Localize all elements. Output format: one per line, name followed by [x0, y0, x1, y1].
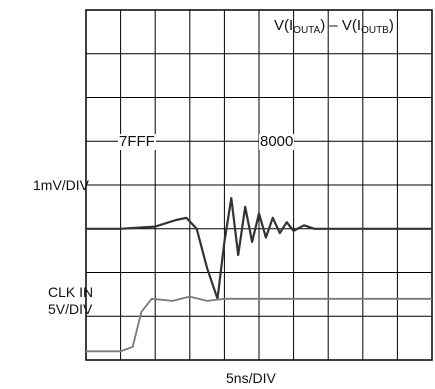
channel2-scale-label: 5V/DIV: [48, 301, 93, 317]
grid: [86, 10, 432, 360]
channel1-scale-label: 1mV/DIV: [33, 177, 90, 193]
code-label-8000: 8000: [259, 133, 295, 150]
output-trace: [86, 197, 432, 300]
channel-title: V(IOUTA) – V(IOUTB): [274, 17, 394, 37]
channel2-name-label: CLK IN: [48, 284, 94, 300]
code-label-7fff: 7FFF: [118, 133, 156, 150]
time-scale-label: 5ns/DIV: [226, 370, 276, 386]
traces: [86, 197, 432, 353]
clock-trace: [86, 295, 432, 353]
